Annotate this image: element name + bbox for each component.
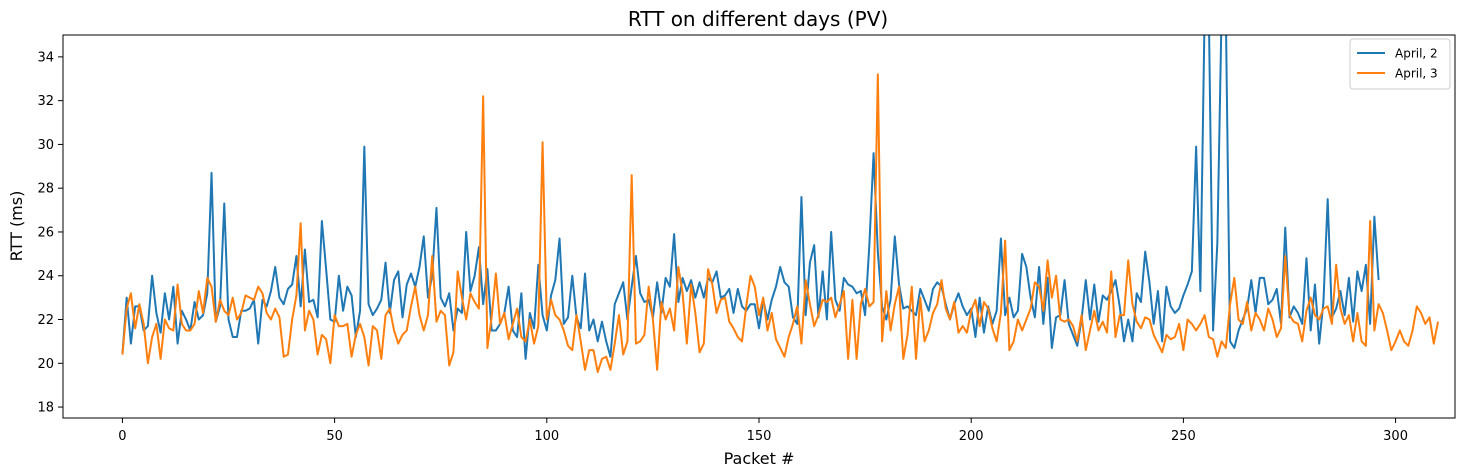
x-tick-label: 300 <box>1383 429 1408 444</box>
series-layer <box>121 35 1440 374</box>
y-tick-label: 18 <box>37 401 54 416</box>
chart-title: RTT on different days (PV) <box>628 7 888 31</box>
x-tick-label: 250 <box>1171 429 1196 444</box>
x-axis-title: Packet # <box>724 449 795 468</box>
y-tick-label: 20 <box>37 357 54 372</box>
x-tick-label: 100 <box>534 429 559 444</box>
y-axis: 18 20 22 24 26 28 30 32 34 <box>37 50 63 416</box>
y-tick-label: 26 <box>37 225 54 240</box>
legend: April, 2 April, 3 <box>1349 38 1451 90</box>
x-tick-label: 50 <box>326 429 343 444</box>
y-tick-label: 30 <box>37 138 54 153</box>
y-tick-label: 28 <box>37 182 54 197</box>
x-tick-label: 150 <box>747 429 772 444</box>
series-line-1 <box>121 35 1380 360</box>
y-tick-label: 22 <box>37 313 54 328</box>
legend-label-1: April, 2 <box>1395 47 1438 61</box>
y-tick-label: 32 <box>37 94 54 109</box>
y-axis-title: RTT (ms) <box>7 191 26 262</box>
y-tick-label: 24 <box>37 269 54 284</box>
x-tick-label: 200 <box>959 429 984 444</box>
legend-label-2: April, 3 <box>1395 67 1438 81</box>
x-axis: 0 50 100 150 200 250 300 <box>118 418 1408 444</box>
y-tick-label: 34 <box>37 50 54 65</box>
legend-box <box>1349 38 1451 90</box>
x-tick-label: 0 <box>118 429 126 444</box>
series-line-2 <box>121 73 1440 374</box>
